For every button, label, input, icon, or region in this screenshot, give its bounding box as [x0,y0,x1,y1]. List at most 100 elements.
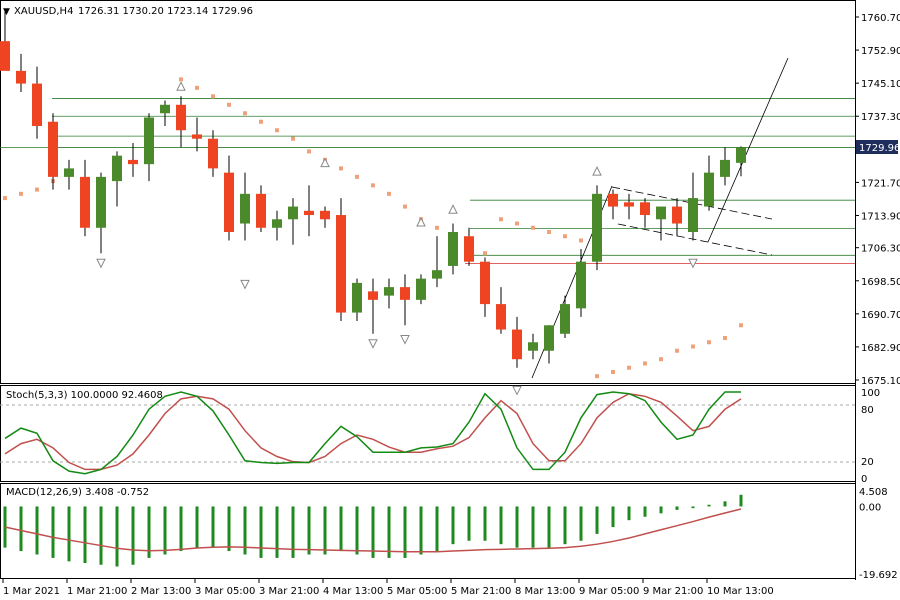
fractal-up-arrow [448,204,458,214]
macd-tick-label: -19.692 [859,570,898,581]
price-tick-label: 1698.50 [861,277,900,288]
breakout-trendline [707,57,789,243]
candle-body [736,147,746,163]
sar-dot [291,136,295,141]
time-label: 9 Mar 05:00 [579,586,639,597]
macd-histogram-bar [179,506,183,552]
candle-body [144,117,154,165]
sar-dot [307,149,311,154]
macd-histogram-bar [723,501,727,507]
candle-body [592,193,602,262]
macd-histogram-bar [403,506,407,558]
price-tick-label: 1713.90 [861,211,900,222]
macd-histogram-bar [643,506,647,517]
candle-body [528,342,538,351]
sar-dot [611,369,615,374]
candle-body [176,104,186,131]
price-tick-label: 1682.90 [861,343,900,354]
stoch-main-line [4,391,741,475]
flag-lower-line [617,223,773,256]
sar-dot [403,204,407,209]
time-label: 1 Mar 2021 [3,586,60,597]
price-tick-label: 1760.70 [861,13,900,24]
sar-dot [211,94,215,99]
collapse-arrow-icon[interactable]: ▼ [3,7,10,17]
macd-histogram-bar [195,506,199,548]
stoch-label: Stoch(5,3,3) 100.0000 92.4608 [6,390,163,401]
sar-dot [531,225,535,230]
sar-dot [675,348,679,353]
candle-body [368,291,378,300]
candle-body [304,210,314,216]
macd-tick-label: 4.508 [859,487,888,498]
price-tick-label: 1745.10 [861,79,900,90]
time-label: 2 Mar 13:00 [131,586,191,597]
sar-dot [659,357,663,362]
candle-body [496,304,506,330]
macd-histogram-bar [467,506,471,541]
sar-dot [19,191,23,196]
candle-body [464,236,474,262]
price-tick-label: 1706.30 [861,244,900,255]
candle-body [192,134,202,139]
macd-histogram-bar [115,506,119,567]
candle-body [224,172,234,233]
stoch-signal-line [4,392,742,471]
candle-body [32,83,42,126]
price-panel-frame [0,0,856,384]
stoch-panel-frame [0,385,856,482]
candle-body [720,159,730,177]
price-tick-label: 1721.70 [861,178,900,189]
candle-body [16,70,26,84]
chart-symbol: XAUUSD,H4 [14,6,73,17]
macd-histogram-bar [435,506,439,552]
macd-histogram-bar [35,506,39,555]
fractal-up-arrow [592,165,602,176]
fractal-down-arrow [96,258,106,269]
candle-body [336,215,346,313]
time-label: 3 Mar 21:00 [259,586,319,597]
macd-histogram-bar [579,506,583,541]
macd-histogram-bar [355,506,359,555]
sar-dot [691,344,695,349]
sar-dot [243,111,247,116]
macd-histogram-bar [611,506,615,528]
macd-histogram-bar [323,506,327,555]
horizontal-lines [0,98,855,264]
sar-dot [227,102,231,107]
price-tick-label: 1675.10 [861,376,900,387]
sar-dot [643,361,647,366]
stoch-tick-label: 0 [861,474,867,485]
time-axis: 1 Mar 2021 1 Mar 21:00 2 Mar 13:00 3 Mar 05… [2,579,774,597]
time-label: 3 Mar 05:00 [195,586,255,597]
fractal-down-arrow [368,339,378,349]
sar-dot [707,340,711,345]
macd-histogram-bar [131,506,135,565]
candle-body [688,198,698,233]
candle-body [0,41,10,71]
macd-histogram-bar [499,506,503,545]
macd-histogram-bar [51,506,55,558]
macd-histogram-bar [531,506,535,548]
price-tick-label: 1737.30 [861,112,900,123]
time-label: 1 Mar 21:00 [67,586,127,597]
candle-body [64,168,74,177]
candle-body [208,138,218,169]
time-label: 9 Mar 21:00 [643,586,703,597]
sar-dot [179,77,183,82]
current-price-label: 1729.96 [856,140,900,154]
sar-dot [355,174,359,179]
fractal-down-arrow [512,385,522,396]
candle-body [672,206,682,224]
macd-histogram-bar [707,504,711,507]
macd-histogram-bar [627,506,631,521]
price-tick-label: 1752.90 [861,46,900,57]
sar-dot [499,217,503,222]
macd-histogram-bar [291,506,295,558]
candle-body [272,219,282,228]
macd-histogram-bar [371,506,375,558]
macd-histogram-bar [547,506,551,548]
time-label: 10 Mar 13:00 [707,586,774,597]
sar-dot [579,238,583,243]
